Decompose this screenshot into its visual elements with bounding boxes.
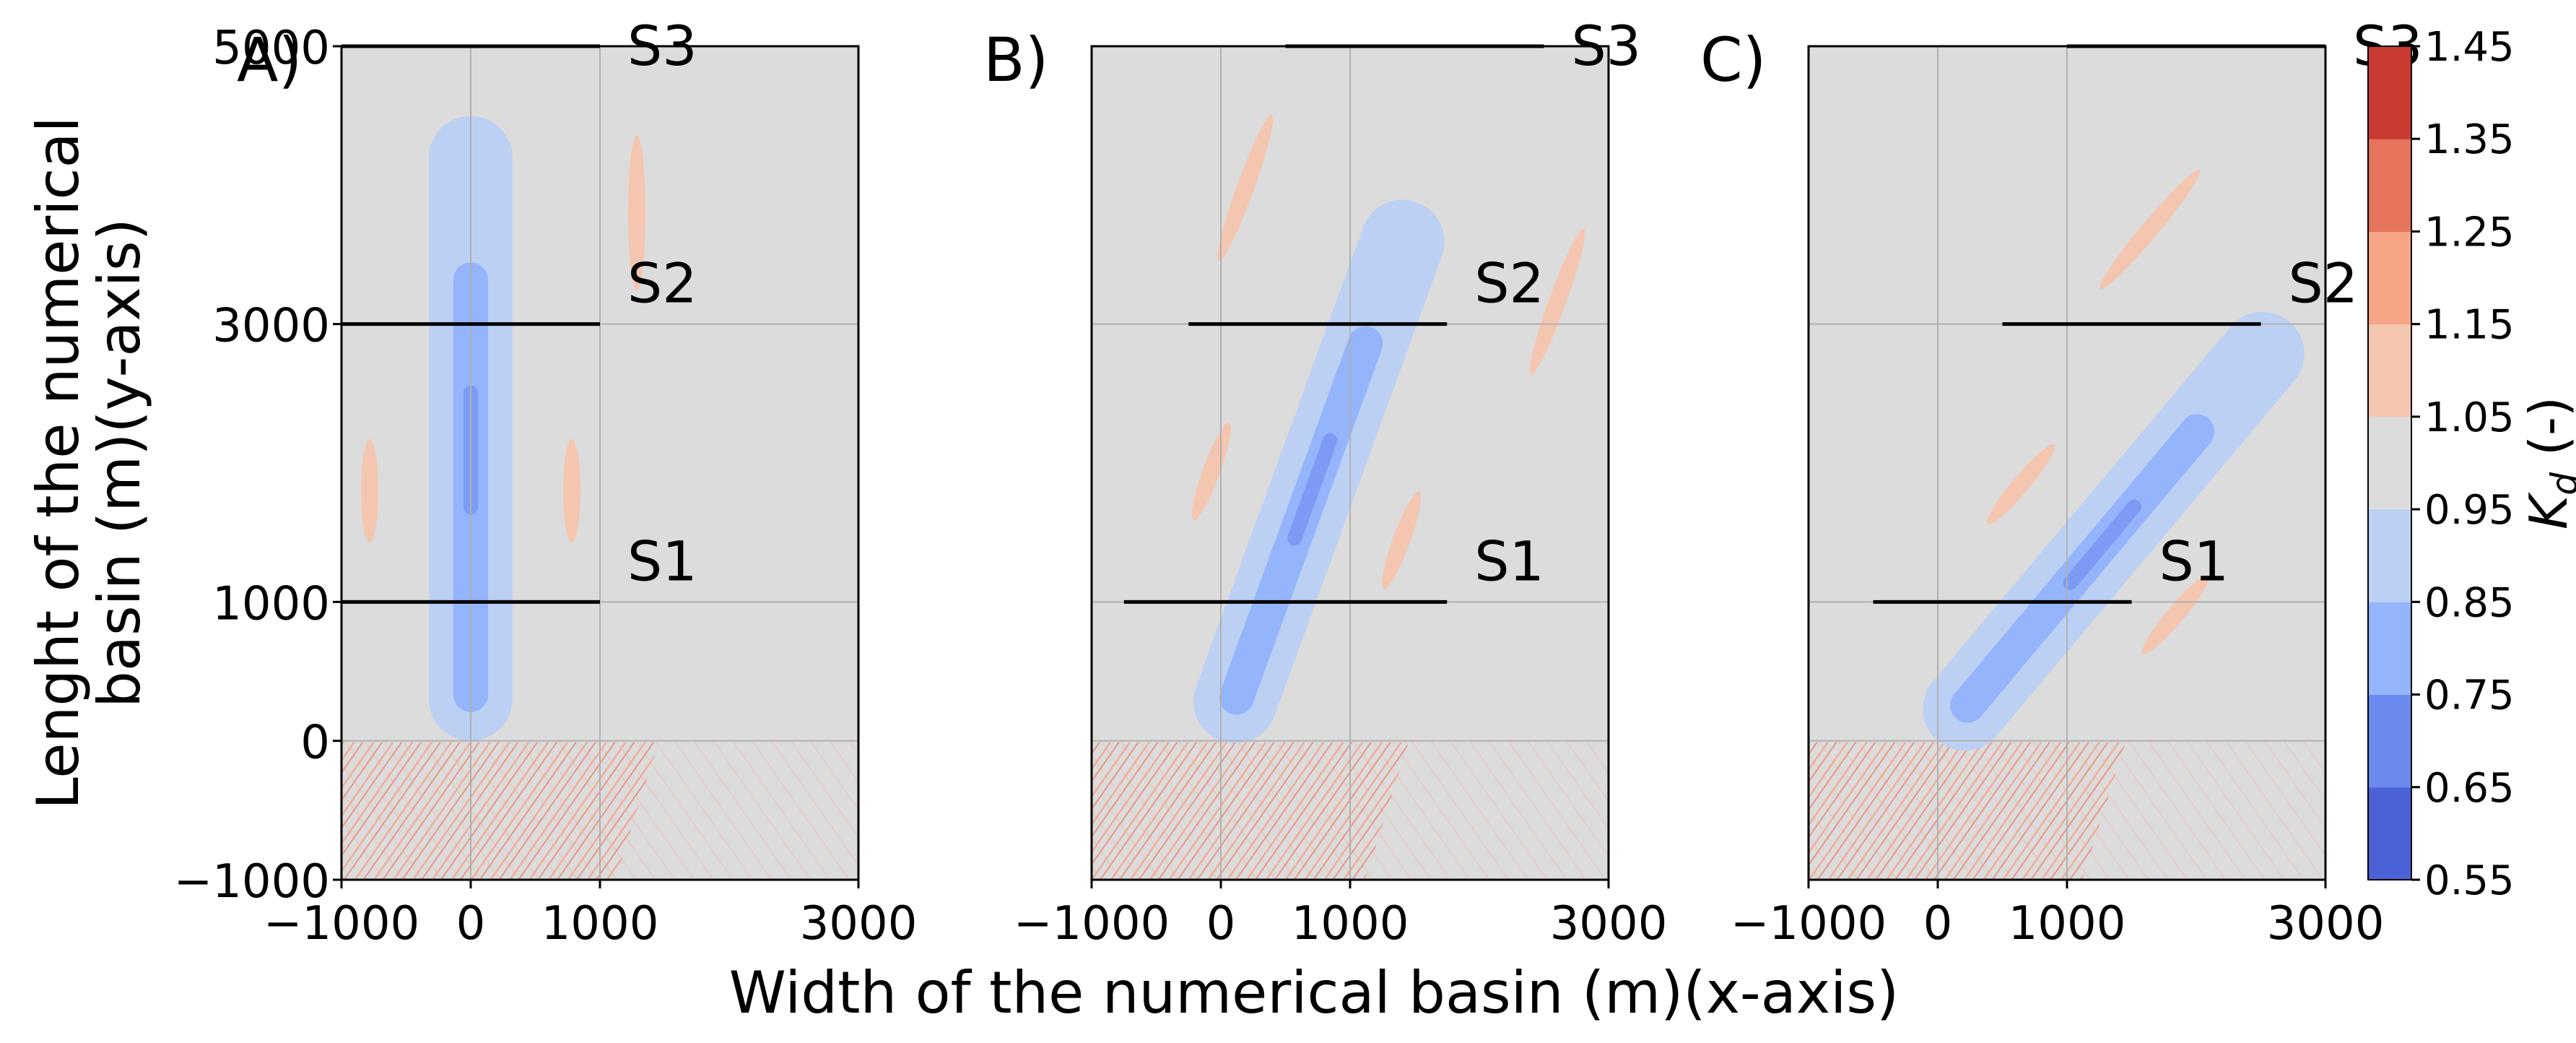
wave-field-lower-dense — [1092, 742, 1409, 880]
panel-label-1: B) — [983, 25, 1048, 95]
x-tick-label: 3000 — [1550, 897, 1668, 951]
side-lobe-2 — [361, 438, 378, 543]
x-tick-label: −1000 — [264, 897, 420, 951]
side-lobe-1 — [628, 135, 645, 291]
section-label-s2: S2 — [1474, 251, 1544, 316]
wake-plume — [1191, 115, 1585, 744]
side-lobe-0 — [2099, 170, 2201, 290]
wake-plume — [1923, 170, 2305, 751]
panel-label-0: A) — [237, 25, 302, 95]
y-tick-label: −1000 — [174, 855, 331, 909]
panel-label-2: C) — [1700, 25, 1766, 95]
colorbar-tick-label: 0.95 — [2424, 487, 2515, 534]
colorbar-tick-label: 1.05 — [2424, 394, 2515, 441]
side-lobe-1 — [1529, 228, 1585, 375]
colorbar-tick-label: 0.55 — [2424, 857, 2515, 904]
colorbar-band — [2368, 139, 2411, 232]
y-axis-label-line-2: basin (m)(y-axis) — [86, 218, 153, 708]
y-axis-label-line-1: Lenght of the numerical — [25, 116, 92, 810]
x-tick-label: 3000 — [800, 897, 918, 951]
y-tick-label: 1000 — [212, 577, 330, 631]
colorbar-tick-label: 0.65 — [2424, 765, 2515, 812]
colorbar-tick-label: 1.25 — [2424, 209, 2515, 256]
colorbar-band — [2368, 324, 2411, 417]
x-tick-label: −1000 — [1014, 897, 1170, 951]
x-tick-label: 0 — [456, 897, 486, 951]
x-tick-label: 1000 — [541, 897, 659, 951]
section-label-s2: S2 — [2289, 251, 2359, 316]
plume-core — [2063, 499, 2142, 590]
y-tick-label: 5000 — [212, 22, 330, 75]
side-lobe-0 — [296, 135, 313, 290]
colorbar-band — [2368, 602, 2411, 696]
colorbar-tick-label: 1.45 — [2424, 24, 2515, 71]
side-lobe-3 — [1382, 491, 1421, 589]
colorbar-tick-label: 0.85 — [2424, 579, 2515, 626]
colorbar-band — [2368, 46, 2411, 139]
x-tick-label: 3000 — [2267, 897, 2385, 951]
colorbar-band — [2368, 787, 2411, 880]
colorbar: 0.55 0.65 0.75 0.85 0.95 1.05 1.15 1.25 1.35 1.45… — [2367, 24, 2576, 904]
section-label-s2: S2 — [627, 251, 697, 316]
side-lobe-0 — [1217, 115, 1274, 261]
colorbar-frame — [2367, 46, 2412, 880]
wave-field-lower-dense — [341, 742, 658, 880]
section-label-s1: S1 — [1474, 529, 1544, 593]
colorbar-tick-label: 1.35 — [2424, 116, 2515, 163]
y-tick-label: 3000 — [212, 300, 330, 353]
x-axis-label: Width of the numerical basin (m)(x-axis) — [729, 959, 1900, 1026]
colorbar-label: Kd (-) — [2518, 397, 2576, 529]
x-tick-label: 0 — [1206, 897, 1236, 951]
colorbar-tick-label: 0.75 — [2424, 672, 2515, 719]
colorbar-tick-label: 1.15 — [2424, 302, 2515, 349]
x-tick-label: 1000 — [1292, 897, 1409, 951]
side-lobe-3 — [563, 438, 580, 543]
colorbar-band — [2368, 416, 2411, 510]
colorbar-band — [2368, 694, 2411, 788]
section-label-s1: S1 — [627, 529, 697, 593]
x-tick-label: 1000 — [2009, 897, 2126, 951]
section-label-s1: S1 — [2159, 529, 2229, 593]
colorbar-band — [2368, 231, 2411, 325]
colorbar-band — [2368, 509, 2411, 602]
x-tick-label: 0 — [1923, 897, 1953, 951]
y-tick-label: 0 — [300, 717, 330, 770]
x-tick-label: −1000 — [1731, 897, 1887, 951]
plume-core — [1287, 433, 1338, 546]
side-lobe-2 — [1987, 444, 2055, 524]
side-lobe-3 — [2141, 574, 2210, 654]
wave-field-lower-dense — [1809, 742, 2125, 880]
